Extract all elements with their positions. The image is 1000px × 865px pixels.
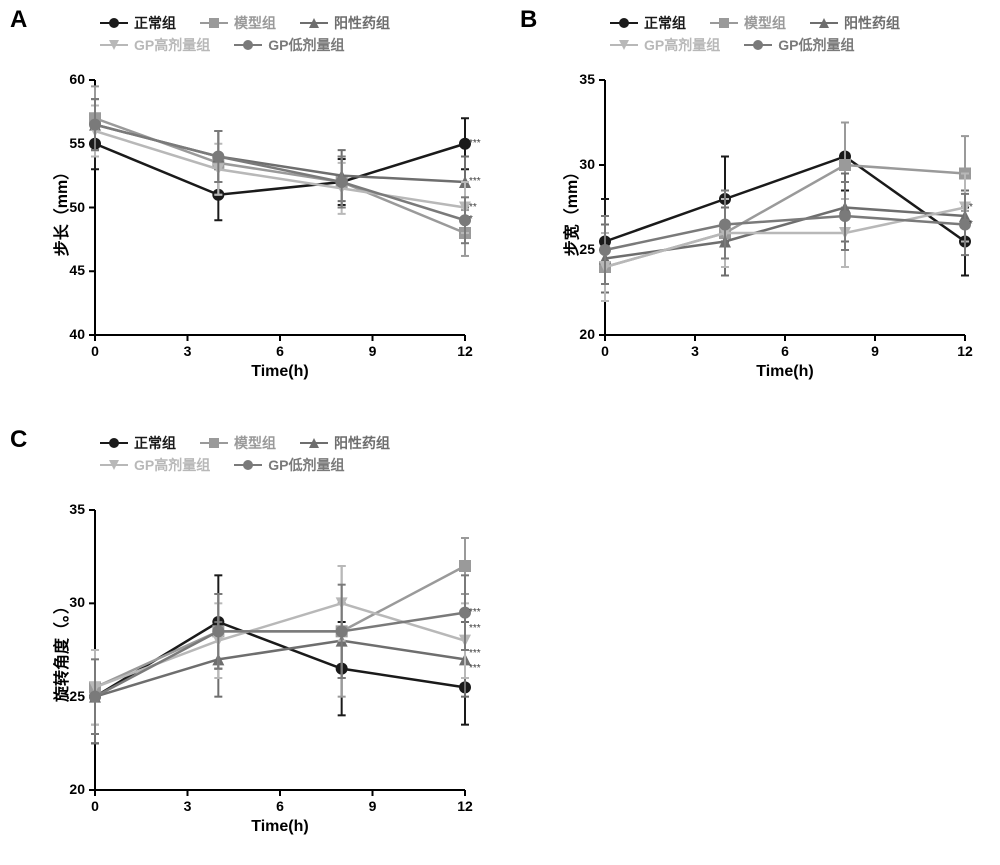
xtick-label: 6 bbox=[265, 798, 295, 814]
xtick-label: 9 bbox=[358, 798, 388, 814]
y-axis-title: 旋转角度（。） bbox=[48, 602, 72, 702]
xtick-label: 6 bbox=[770, 343, 800, 359]
xtick-label: 0 bbox=[590, 343, 620, 359]
significance-annotation: * bbox=[969, 202, 973, 213]
significance-annotation: ** bbox=[469, 202, 477, 213]
x-axis-title: Time(h) bbox=[230, 818, 330, 836]
panel-c: C正常组模型组阳性药组GP高剂量组GP低剂量组20253035036912旋转角… bbox=[10, 430, 500, 850]
significance-annotation: * bbox=[469, 214, 473, 225]
ytick-label: 20 bbox=[565, 326, 595, 342]
ytick-label: 35 bbox=[55, 501, 85, 517]
significance-annotation: *** bbox=[469, 663, 481, 674]
xtick-label: 0 bbox=[80, 343, 110, 359]
y-axis-title: 步长（mm） bbox=[48, 160, 72, 260]
ytick-label: 35 bbox=[565, 71, 595, 87]
significance-annotation: *** bbox=[469, 623, 481, 634]
xtick-label: 3 bbox=[173, 798, 203, 814]
xtick-label: 12 bbox=[450, 798, 480, 814]
ytick-label: 55 bbox=[55, 135, 85, 151]
significance-annotation: *** bbox=[469, 607, 481, 618]
panel-a: A正常组模型组阳性药组GP高剂量组GP低剂量组4045505560036912步… bbox=[10, 10, 500, 400]
xtick-label: 3 bbox=[680, 343, 710, 359]
panel-b: B正常组模型组阳性药组GP高剂量组GP低剂量组20253035036912步宽（… bbox=[520, 10, 990, 400]
y-axis-title: 步宽（mm） bbox=[558, 160, 582, 260]
xtick-label: 9 bbox=[860, 343, 890, 359]
x-axis-title: Time(h) bbox=[735, 363, 835, 381]
xtick-label: 9 bbox=[358, 343, 388, 359]
significance-annotation: *** bbox=[469, 176, 481, 187]
xtick-label: 12 bbox=[450, 343, 480, 359]
figure: { "colors": { "normal": "#1a1a1a", "mode… bbox=[0, 0, 1000, 865]
xtick-label: 6 bbox=[265, 343, 295, 359]
significance-annotation: *** bbox=[469, 648, 481, 659]
ytick-label: 40 bbox=[55, 326, 85, 342]
significance-annotation: * bbox=[969, 219, 973, 230]
xtick-label: 0 bbox=[80, 798, 110, 814]
x-axis-title: Time(h) bbox=[230, 363, 330, 381]
xtick-label: 12 bbox=[950, 343, 980, 359]
ytick-label: 60 bbox=[55, 71, 85, 87]
significance-annotation: *** bbox=[469, 138, 481, 149]
ytick-label: 20 bbox=[55, 781, 85, 797]
xtick-label: 3 bbox=[173, 343, 203, 359]
ytick-label: 45 bbox=[55, 262, 85, 278]
